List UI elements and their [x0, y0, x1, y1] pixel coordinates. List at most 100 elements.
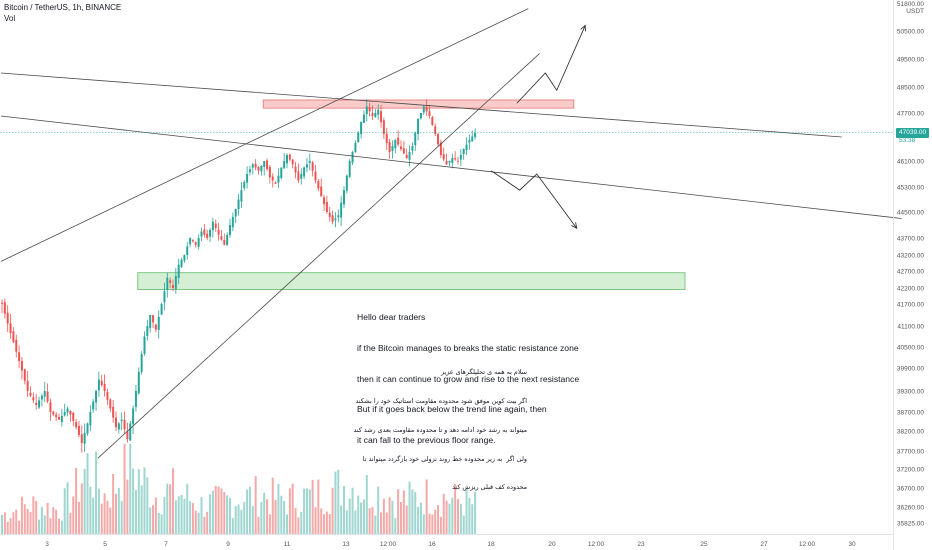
candle: [448, 161, 451, 163]
volume-bar: [465, 488, 468, 534]
time-tick-label: 27: [760, 541, 768, 548]
volume-bar: [445, 500, 448, 534]
volume-bar: [117, 487, 120, 534]
currency-label[interactable]: USDT: [906, 8, 924, 15]
candle: [166, 277, 169, 290]
volume-bar: [462, 515, 465, 534]
volume-bar: [328, 514, 331, 534]
candle: [69, 410, 72, 415]
candle: [137, 371, 140, 394]
candle: [328, 212, 331, 217]
volume-bar: [134, 489, 137, 534]
volume-bar: [152, 505, 155, 534]
candle: [419, 113, 422, 119]
trendlines: [0, 8, 902, 459]
volume-indicator-label[interactable]: Vol: [4, 14, 16, 23]
volume-bar: [200, 497, 203, 534]
volume-bar: [457, 499, 459, 534]
candle: [89, 412, 92, 426]
volume-bar: [86, 453, 89, 534]
volume-bar: [146, 477, 149, 534]
candle: [331, 215, 334, 222]
candle: [197, 238, 200, 247]
volume-bar: [209, 494, 212, 534]
volume-bar: [365, 474, 368, 534]
volume-bar: [377, 486, 380, 534]
volume-bar: [9, 518, 12, 534]
volume-bar: [280, 495, 283, 534]
candle: [134, 391, 137, 407]
candle: [15, 339, 18, 352]
candle: [35, 402, 38, 405]
volume-bar: [194, 510, 197, 534]
volume-bar: [169, 484, 172, 534]
candle: [357, 132, 360, 143]
price-tick-label: 37200.00: [897, 467, 924, 474]
candle: [360, 122, 363, 135]
price-tick-label: 45300.00: [897, 185, 924, 192]
candle: [211, 221, 214, 231]
price-tick-label: 42700.00: [897, 269, 924, 276]
candle: [454, 158, 457, 160]
volume-bar: [385, 512, 388, 534]
time-tick-label: 13: [342, 541, 350, 548]
volume-bar: [408, 481, 411, 534]
candle: [97, 379, 100, 391]
volume-bar: [229, 498, 231, 534]
candle: [194, 242, 197, 245]
candle: [271, 176, 274, 181]
descending-bottom-trendline: [0, 115, 902, 219]
candle: [229, 225, 231, 235]
candle: [385, 133, 388, 143]
candle: [274, 182, 277, 184]
volume-bar: [248, 486, 251, 534]
candle: [75, 422, 78, 428]
candle: [80, 434, 83, 443]
volume-bar: [263, 492, 266, 534]
candle: [257, 166, 260, 171]
volume-bar: [18, 520, 21, 534]
candle: [129, 423, 132, 441]
candle: [334, 218, 337, 221]
candle: [428, 111, 431, 116]
volume-bar: [471, 504, 474, 534]
volume-bar: [106, 500, 109, 534]
volume-bar: [266, 499, 269, 534]
volume-bar: [251, 506, 254, 534]
candle: [132, 408, 135, 425]
time-tick-label: 7: [164, 541, 168, 548]
volume-bar: [257, 516, 260, 534]
candle: [431, 116, 434, 125]
volume-bar: [345, 510, 348, 534]
symbol-title[interactable]: Bitcoin / TetherUS, 1h, BINANCE: [4, 3, 122, 12]
volume-bar: [442, 493, 445, 534]
candle: [374, 113, 377, 118]
candle: [362, 114, 365, 123]
candle: [100, 380, 103, 386]
candles: [1, 99, 477, 453]
volume-bar: [211, 490, 214, 534]
volume-bar: [60, 520, 63, 534]
time-tick-label: 12:00: [799, 541, 816, 548]
candle: [462, 149, 465, 155]
candle: [149, 315, 152, 329]
volume-bar: [331, 487, 334, 534]
volume-bar: [417, 506, 420, 534]
candle: [26, 380, 29, 391]
volume-bar: [402, 490, 405, 534]
candle: [246, 174, 249, 183]
candle: [191, 240, 194, 242]
candle: [92, 401, 95, 410]
candle: [402, 148, 405, 154]
candle: [86, 423, 89, 434]
candle: [351, 152, 354, 163]
volume-bar: [52, 507, 55, 534]
price-tick-label: 35825.00: [897, 521, 924, 528]
volume-bar: [49, 518, 52, 534]
candle: [223, 239, 226, 245]
price-tick-label: 42200.00: [897, 286, 924, 293]
candle: [340, 202, 343, 218]
candle: [66, 408, 69, 413]
candle: [120, 419, 123, 421]
